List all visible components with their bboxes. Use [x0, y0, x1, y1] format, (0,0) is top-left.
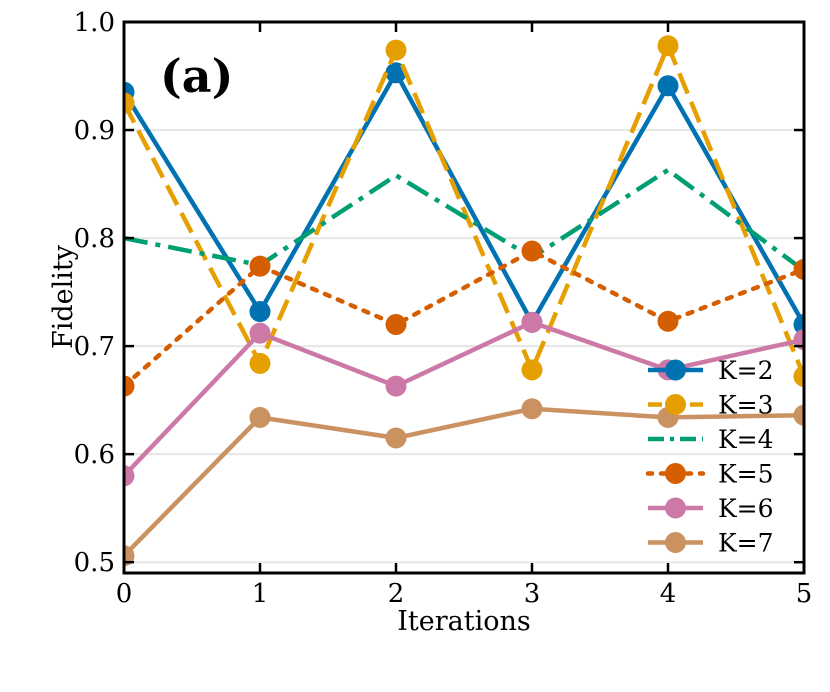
legend: K=2 K=3 K=4 K=5 K=6 K=7: [645, 356, 774, 558]
data-point: [793, 258, 804, 280]
y-tick-label: 0.7: [74, 332, 115, 362]
series-line: [124, 167, 804, 273]
data-point: [124, 92, 135, 114]
y-tick-label: 0.6: [74, 440, 115, 470]
series-K=3: [124, 35, 804, 387]
legend-label: K=6: [718, 494, 774, 523]
y-tick-label: 1.0: [74, 8, 115, 38]
series-K=2: [124, 62, 804, 336]
legend-entry: K=7: [648, 529, 774, 558]
x-tick-label: 1: [252, 579, 269, 609]
data-point: [385, 375, 407, 397]
legend-label: K=5: [718, 460, 774, 489]
data-point: [385, 427, 407, 449]
y-tick-label: 0.8: [74, 224, 115, 254]
y-tick-label: 0.5: [74, 548, 115, 578]
data-point: [249, 301, 271, 323]
axis-ticks: 0.5 0.6 0.7 0.8 0.9 1.0 0 1 2 3 4 5: [74, 8, 813, 609]
data-point: [521, 240, 543, 262]
legend-entry: K=6: [648, 494, 774, 523]
legend-entry: K=3: [648, 391, 774, 420]
legend-marker: [665, 463, 686, 484]
y-tick-label: 0.9: [74, 116, 115, 146]
legend-label: K=4: [718, 425, 774, 454]
x-tick-label: 2: [388, 579, 405, 609]
data-point: [657, 310, 679, 332]
x-tick-label: 4: [660, 579, 677, 609]
panel-label: (a): [160, 49, 233, 103]
series-K=5: [124, 240, 804, 397]
legend-label: K=2: [718, 356, 774, 385]
data-point: [521, 398, 543, 420]
series-line: [124, 319, 804, 478]
data-point: [521, 311, 543, 333]
x-tick-label: 0: [116, 579, 133, 609]
data-point: [249, 322, 271, 344]
data-point: [385, 39, 407, 61]
y-axis-label: Fidelity: [48, 244, 79, 349]
plot-frame: [122, 20, 806, 575]
data-point: [124, 465, 135, 487]
data-point: [657, 75, 679, 97]
data-point: [521, 359, 543, 381]
data-point: [793, 404, 804, 426]
data-point: [385, 314, 407, 336]
series-line: [124, 248, 804, 389]
legend-label: K=3: [718, 391, 774, 420]
data-point: [249, 255, 271, 277]
gridlines: [124, 21, 804, 564]
legend-marker: [665, 394, 686, 415]
legend-entry: K=4: [648, 425, 774, 454]
series-K=7: [124, 398, 804, 567]
series-group: [124, 35, 804, 567]
legend-entry: K=5: [645, 460, 774, 489]
data-point: [249, 406, 271, 428]
series-line: [124, 68, 804, 327]
x-axis-label: Iterations: [397, 606, 530, 637]
data-point: [657, 35, 679, 57]
legend-label: K=7: [718, 529, 774, 558]
legend-entry: K=2: [648, 356, 774, 385]
data-point: [249, 352, 271, 374]
x-tick-label: 5: [796, 579, 813, 609]
series-K=4: [124, 167, 804, 273]
x-tick-label: 3: [524, 579, 541, 609]
data-point: [124, 375, 135, 397]
legend-marker: [665, 532, 686, 553]
series-line: [124, 39, 804, 378]
legend-marker: [665, 497, 686, 519]
data-point: [793, 365, 804, 387]
legend-marker: [665, 359, 686, 381]
series-line: [124, 406, 804, 558]
